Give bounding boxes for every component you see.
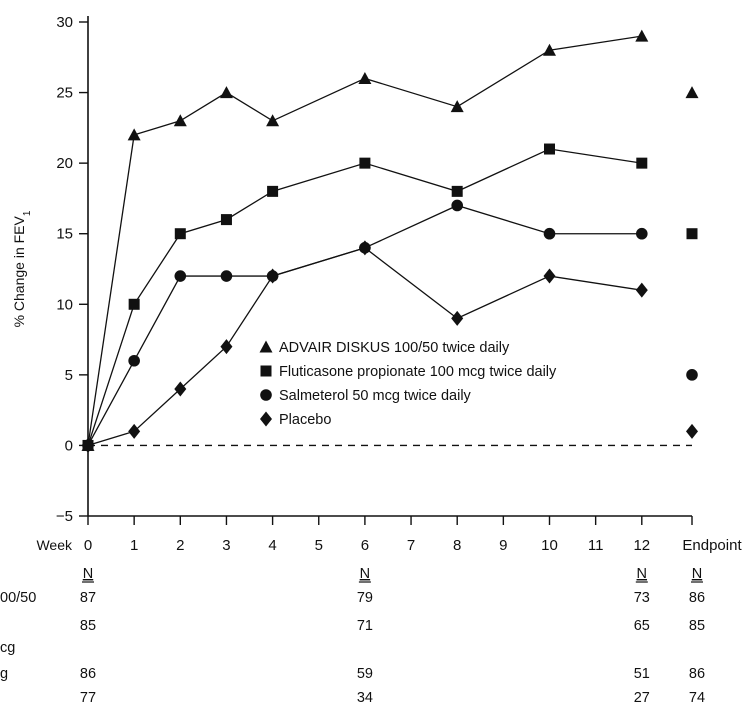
triangle-marker bbox=[127, 128, 141, 141]
diamond-marker bbox=[82, 437, 94, 453]
square-marker bbox=[128, 298, 140, 310]
x-tick-label: 3 bbox=[222, 537, 230, 554]
n-cell: 27 bbox=[634, 690, 650, 706]
series-markers-group bbox=[81, 29, 699, 453]
triangle-marker bbox=[635, 29, 649, 42]
y-tick-label: 20 bbox=[56, 155, 73, 172]
legend-label: Fluticasone propionate 100 mcg twice dai… bbox=[279, 364, 557, 380]
n-cell: 85 bbox=[689, 618, 705, 634]
x-tick-label: 10 bbox=[541, 537, 558, 554]
legend: ADVAIR DISKUS 100/50 twice daily Fluticas… bbox=[259, 340, 557, 428]
circle-marker bbox=[636, 227, 648, 240]
triangle-endpoint-marker bbox=[685, 86, 699, 99]
triangle-marker bbox=[173, 114, 187, 127]
x-tick-label: 0 bbox=[84, 537, 92, 554]
circle-endpoint-marker bbox=[686, 369, 698, 381]
y-tick-label: 25 bbox=[56, 85, 73, 102]
x-tick-label: 5 bbox=[315, 537, 323, 554]
n-cell: 85 bbox=[80, 618, 96, 634]
diamond-marker bbox=[128, 423, 141, 439]
x-tick-label: 8 bbox=[453, 537, 461, 554]
x-tick-label: 12 bbox=[633, 537, 650, 554]
n-header: N bbox=[692, 566, 702, 582]
diamond-marker bbox=[358, 240, 371, 256]
square-marker bbox=[636, 157, 648, 169]
n-cell: 77 bbox=[80, 690, 96, 706]
y-tick-label: −5 bbox=[56, 508, 73, 525]
square-endpoint-marker bbox=[686, 228, 698, 240]
diamond-marker bbox=[220, 339, 233, 355]
y-tick-label: 10 bbox=[56, 296, 73, 313]
diamond-marker bbox=[543, 268, 556, 284]
diamond-marker bbox=[451, 310, 464, 326]
n-cell: 86 bbox=[689, 666, 705, 682]
x-tick-label: 1 bbox=[130, 537, 138, 554]
square-marker bbox=[359, 157, 371, 169]
n-cell: 65 bbox=[634, 618, 650, 634]
n-row-label: 00/50 bbox=[0, 590, 36, 606]
x-tick-label: 2 bbox=[176, 537, 184, 554]
circle-marker bbox=[220, 270, 233, 282]
legend-square-icon bbox=[260, 365, 272, 377]
n-header: N bbox=[637, 566, 647, 582]
n-cell: 73 bbox=[634, 590, 650, 606]
circle-marker bbox=[174, 270, 187, 282]
legend-circle-icon bbox=[260, 389, 272, 401]
x-tick-label: 7 bbox=[407, 537, 415, 554]
triangle-marker bbox=[450, 100, 464, 113]
n-row-label: cg bbox=[0, 640, 15, 656]
y-tick-label: 30 bbox=[56, 14, 73, 31]
x-tick-label: 4 bbox=[268, 537, 276, 554]
triangle-marker bbox=[543, 43, 556, 56]
square-marker bbox=[174, 228, 186, 240]
square-marker bbox=[544, 143, 555, 155]
n-cell: 71 bbox=[357, 618, 373, 634]
y-tick-label: 15 bbox=[56, 226, 73, 243]
n-cell: 51 bbox=[634, 666, 650, 682]
triangle-marker bbox=[219, 86, 233, 99]
legend-label: ADVAIR DISKUS 100/50 twice daily bbox=[279, 340, 510, 356]
diamond-marker bbox=[635, 282, 648, 298]
n-cell: 74 bbox=[689, 690, 705, 706]
diamond-marker bbox=[266, 268, 279, 284]
y-tick-label: 0 bbox=[65, 437, 73, 454]
diamond-endpoint-marker bbox=[686, 423, 698, 439]
y-tick-label: 5 bbox=[65, 367, 73, 384]
circle-marker bbox=[128, 354, 140, 367]
square-marker bbox=[267, 185, 279, 197]
n-cell: 59 bbox=[357, 666, 373, 682]
square-marker bbox=[220, 214, 232, 226]
circle-marker bbox=[451, 199, 464, 212]
triangle-marker bbox=[358, 71, 372, 84]
n-cell: 34 bbox=[357, 690, 373, 706]
x-axis-label: Week bbox=[36, 537, 73, 553]
diamond-marker bbox=[174, 381, 187, 397]
n-cell: 86 bbox=[689, 590, 705, 606]
x-tick-label: 9 bbox=[499, 537, 507, 554]
n-table: N N N N 00/50 cg g 87 79 73 86 85 71 65 85 86 59 51 86 77 34… bbox=[0, 566, 705, 706]
n-cell: 87 bbox=[80, 590, 96, 606]
triangle-marker bbox=[266, 114, 280, 127]
n-row-label: g bbox=[0, 666, 8, 682]
legend-label: Placebo bbox=[279, 412, 331, 428]
legend-diamond-icon bbox=[260, 411, 272, 427]
n-cell: 86 bbox=[80, 666, 96, 682]
y-axis-label: % Change in FEV1 bbox=[11, 210, 33, 327]
legend-label: Salmeterol 50 mcg twice daily bbox=[279, 388, 472, 404]
n-cell: 79 bbox=[357, 590, 373, 606]
n-header: N bbox=[83, 566, 93, 582]
x-tick-label: 6 bbox=[361, 537, 369, 554]
x-tick-label: 11 bbox=[588, 537, 604, 554]
legend-triangle-icon bbox=[259, 340, 273, 353]
n-header: N bbox=[360, 566, 370, 582]
x-tick-label-endpoint: Endpoint bbox=[682, 537, 742, 554]
square-marker bbox=[451, 185, 463, 197]
circle-marker bbox=[543, 227, 556, 240]
